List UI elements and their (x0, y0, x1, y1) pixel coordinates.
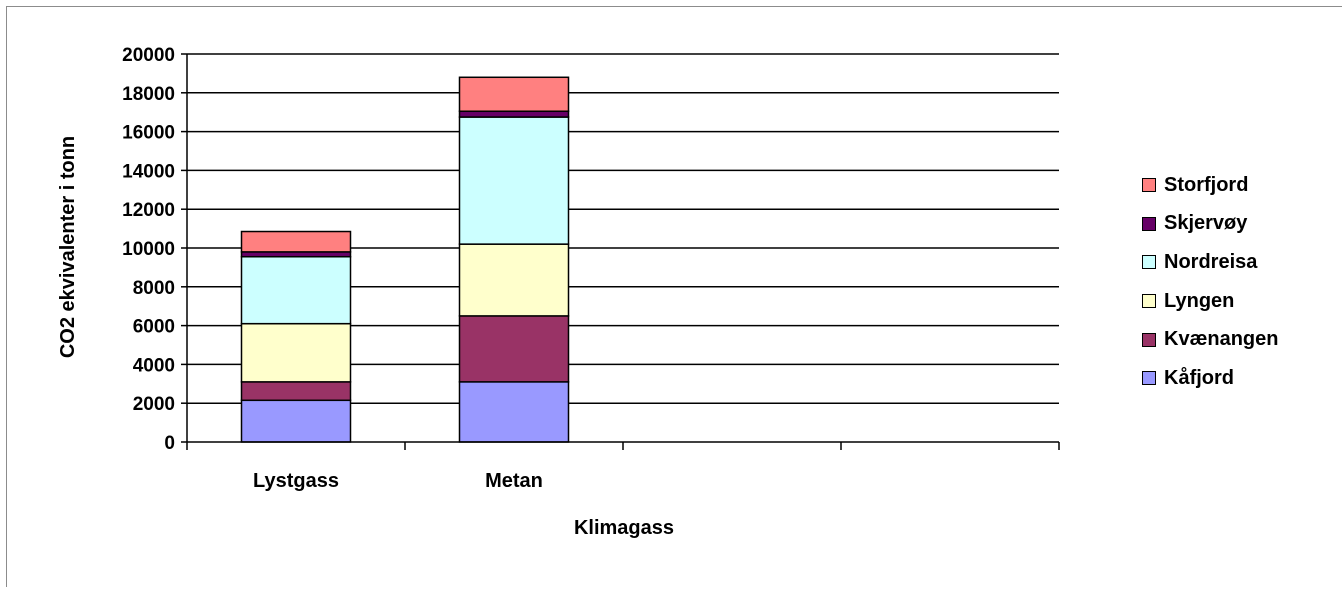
legend-item: Storfjord (1142, 166, 1278, 205)
y-tick-label: 0 (164, 433, 175, 454)
chart-frame (6, 6, 1342, 587)
axes (181, 53, 1060, 450)
legend: Storfjord Skjervøy Nordreisa Lyngen Kvænange… (1142, 166, 1278, 398)
bar-segment (240, 230, 352, 253)
legend-swatch (1142, 371, 1156, 386)
grid-lines (187, 53, 1059, 404)
legend-item: Kåfjord (1142, 359, 1278, 398)
bar-segment (240, 381, 352, 402)
bar-stacks (240, 76, 570, 443)
bar-segment (458, 110, 570, 118)
y-tick-label: 8000 (133, 278, 175, 299)
legend-swatch (1142, 255, 1156, 270)
y-tick-label: 14000 (122, 161, 175, 182)
legend-swatch (1142, 178, 1156, 193)
legend-swatch (1142, 216, 1156, 231)
legend-label: Skjervøy (1164, 212, 1248, 235)
bar-segment (458, 243, 570, 317)
legend-label: Kåfjord (1164, 366, 1234, 389)
legend-label: Nordreisa (1164, 250, 1258, 273)
bar-segment (458, 116, 570, 245)
bar-segment (458, 381, 570, 443)
legend-swatch (1142, 294, 1156, 309)
legend-label: Kvænangen (1164, 328, 1279, 351)
x-tick-label: Lystgass (253, 470, 339, 492)
y-tick-label: 16000 (122, 123, 175, 144)
legend-item: Nordreisa (1142, 243, 1278, 282)
y-tick-label: 12000 (122, 200, 175, 221)
bar-segment (458, 315, 570, 383)
y-tick-label: 10000 (122, 239, 175, 260)
tick-labels: 0 2000 4000 6000 8000 10000 12000 14000 16000 180… (122, 45, 543, 492)
x-axis-title: Klimagass (574, 517, 674, 539)
legend-label: Lyngen (1164, 289, 1235, 312)
bar-segment (240, 399, 352, 443)
legend-item: Skjervøy (1142, 205, 1278, 244)
bar-segment (240, 322, 352, 383)
y-tick-label: 18000 (122, 84, 175, 105)
legend-item: Lyngen (1142, 282, 1278, 321)
bar-segment (240, 255, 352, 325)
y-tick-label: 20000 (122, 45, 175, 66)
y-axis-title: CO2 ekvivalenter i tonn (57, 136, 79, 358)
y-tick-label: 4000 (133, 355, 175, 376)
x-tick-label: Metan (485, 470, 543, 492)
legend-label: Storfjord (1164, 173, 1249, 196)
legend-item: Kvænangen (1142, 320, 1278, 359)
bar-segment (458, 76, 570, 112)
y-tick-label: 6000 (133, 317, 175, 338)
legend-swatch (1142, 332, 1156, 347)
y-tick-label: 2000 (133, 394, 175, 415)
